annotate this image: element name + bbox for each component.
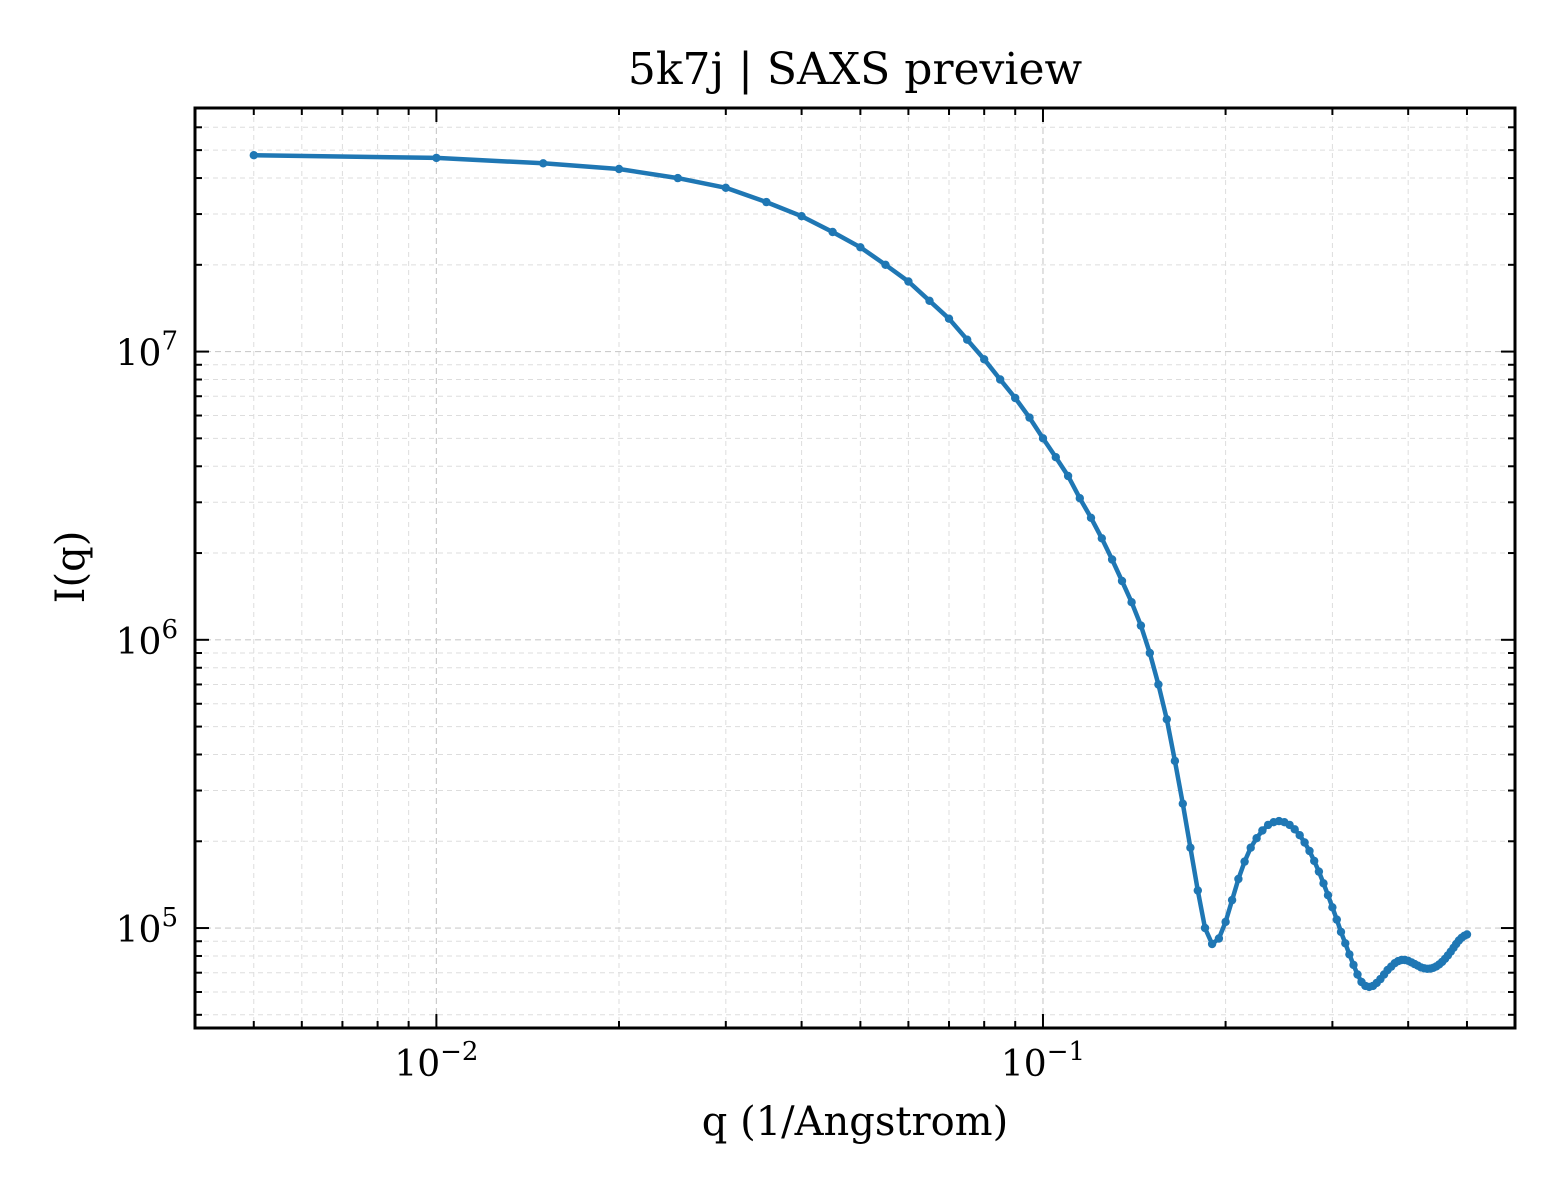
y-tick-label: 107: [116, 327, 178, 375]
data-point: [1075, 494, 1085, 503]
data-point: [1186, 843, 1195, 852]
data-point: [1051, 453, 1061, 462]
y-tick-label: 105: [116, 903, 178, 951]
data-point: [1290, 825, 1299, 834]
data-point: [1011, 393, 1020, 403]
data-point: [1314, 867, 1324, 876]
data-point: [996, 375, 1005, 384]
y-axis-label: I(q): [48, 531, 94, 604]
data-point: [1086, 513, 1096, 522]
data-point: [1234, 874, 1243, 884]
data-point: [1170, 756, 1180, 766]
grid: [194, 107, 1515, 1028]
data-point: [1345, 950, 1354, 959]
x-tick-base: 10: [394, 1044, 440, 1085]
data-point: [904, 277, 913, 286]
data-point: [925, 296, 934, 305]
data-point: [797, 212, 806, 221]
data-point: [1319, 879, 1328, 888]
x-axis-label: q (1/Angstrom): [702, 1099, 1008, 1145]
data-point: [1136, 621, 1146, 630]
data-point: [1323, 891, 1333, 900]
x-tick-exponent: −1: [1047, 1037, 1085, 1067]
x-tick-exponent: −2: [440, 1037, 478, 1067]
data-point: [1328, 903, 1337, 912]
data-point: [1063, 471, 1073, 481]
data-point: [1207, 939, 1217, 949]
data-point: [881, 260, 890, 269]
data-point: [980, 355, 989, 364]
x-tick-label: 10−1: [1001, 1037, 1085, 1085]
data-point: [1246, 843, 1255, 852]
data-point: [673, 173, 682, 183]
data-point: [944, 314, 954, 323]
data-point: [1227, 895, 1237, 905]
x-tick-label: 10−2: [394, 1037, 478, 1085]
data-point: [1097, 534, 1107, 543]
series-layer: [249, 151, 1472, 992]
data-point: [1127, 598, 1136, 607]
data-point: [1025, 413, 1034, 422]
data-point: [1300, 838, 1309, 847]
data-point: [721, 183, 730, 192]
data-point: [828, 227, 837, 237]
data-point: [1336, 927, 1346, 937]
plot-frame: [193, 106, 1517, 1030]
data-point: [1107, 555, 1117, 564]
data-point: [1154, 680, 1163, 689]
data-point: [856, 243, 865, 252]
data-point: [1349, 960, 1358, 970]
data-point: [1214, 934, 1224, 943]
y-tick-base: 10: [116, 622, 162, 663]
data-point: [1462, 930, 1472, 939]
data-point: [249, 151, 258, 160]
data-point: [1332, 915, 1342, 924]
y-tick-exponent: 7: [161, 327, 178, 357]
data-point: [1193, 886, 1203, 895]
y-tick-base: 10: [116, 910, 162, 951]
data-point: [432, 153, 441, 163]
y-tick-exponent: 6: [161, 615, 178, 645]
y-tick-base: 10: [116, 334, 162, 375]
data-point: [1221, 917, 1230, 927]
data-point: [1117, 576, 1127, 586]
data-point: [1258, 826, 1267, 835]
data-point: [1305, 846, 1314, 856]
data-point: [1200, 923, 1210, 933]
data-point: [1240, 857, 1249, 866]
y-tick-label: 106: [116, 615, 178, 663]
data-point: [1353, 970, 1362, 979]
data-point: [762, 197, 771, 207]
data-point: [1252, 834, 1261, 843]
data-point: [539, 159, 548, 168]
data-point: [1295, 831, 1304, 840]
y-tick-exponent: 5: [161, 903, 178, 933]
data-point: [963, 335, 972, 344]
data-point: [1038, 434, 1048, 443]
data-point: [1162, 715, 1172, 724]
data-point: [1310, 856, 1319, 866]
data-point: [1145, 648, 1155, 658]
data-point: [1178, 799, 1188, 808]
chart-title: 5k7j | SAXS preview: [628, 44, 1083, 95]
data-point: [1341, 939, 1350, 948]
data-point: [614, 164, 624, 174]
x-tick-base: 10: [1001, 1044, 1047, 1085]
